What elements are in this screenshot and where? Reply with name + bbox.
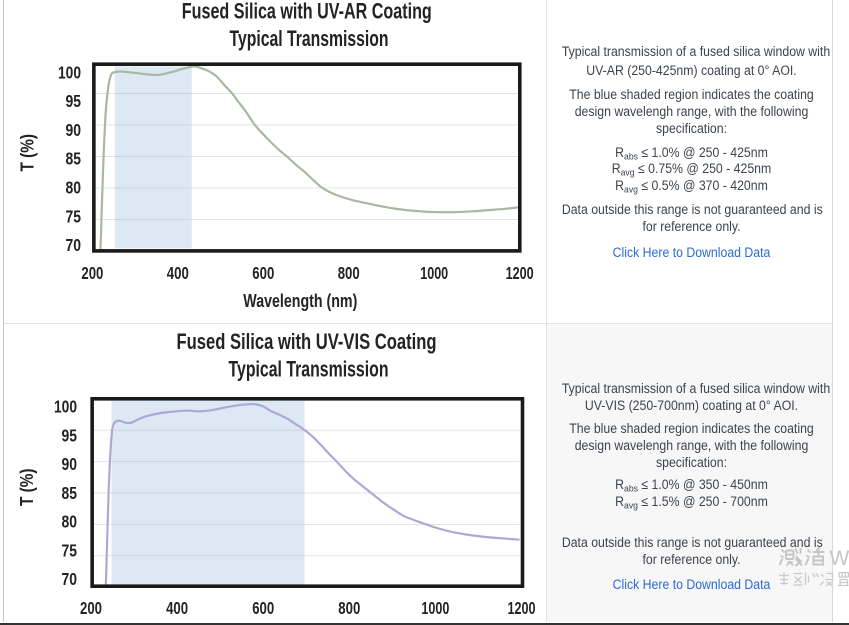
svg-text:100: 100 — [54, 397, 77, 417]
svg-text:600: 600 — [252, 598, 274, 618]
svg-text:80: 80 — [62, 512, 78, 532]
svg-text:70: 70 — [62, 569, 78, 589]
svg-text:400: 400 — [167, 263, 189, 283]
svg-text:1000: 1000 — [421, 598, 449, 618]
svg-text:600: 600 — [252, 263, 274, 283]
svg-text:90: 90 — [66, 120, 82, 140]
svg-text:Fused Silica with UV-AR Coatin: Fused Silica with UV-AR Coating — [182, 0, 432, 24]
svg-text:75: 75 — [66, 206, 82, 226]
svg-text:85: 85 — [66, 149, 82, 169]
svg-text:95: 95 — [66, 91, 82, 111]
svg-text:Wi: Wi — [830, 547, 849, 570]
svg-text:Typical Transmission: Typical Transmission — [229, 357, 389, 382]
svg-text:1200: 1200 — [508, 598, 536, 618]
svg-text:70: 70 — [66, 235, 82, 255]
svg-text:200: 200 — [81, 263, 103, 283]
svg-text:800: 800 — [338, 263, 360, 283]
svg-text:100: 100 — [58, 62, 81, 82]
svg-text:1000: 1000 — [420, 263, 448, 283]
svg-text:T (%): T (%) — [17, 134, 38, 172]
svg-text:90: 90 — [62, 454, 78, 474]
svg-text:800: 800 — [338, 598, 360, 618]
svg-text:75: 75 — [62, 540, 78, 560]
svg-text:400: 400 — [166, 598, 188, 618]
svg-text:200: 200 — [80, 598, 102, 618]
svg-text:Wavelength (nm): Wavelength (nm) — [243, 290, 357, 311]
svg-text:Fused Silica with UV-VIS Coati: Fused Silica with UV-VIS Coating — [177, 329, 437, 354]
svg-text:80: 80 — [66, 178, 82, 198]
svg-text:Typical Transmission: Typical Transmission — [230, 26, 389, 51]
svg-text:85: 85 — [62, 483, 78, 503]
svg-text:95: 95 — [62, 425, 78, 445]
svg-text:T (%): T (%) — [16, 469, 37, 507]
svg-text:1200: 1200 — [506, 263, 534, 283]
